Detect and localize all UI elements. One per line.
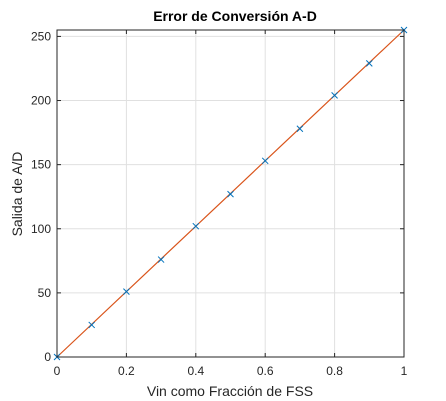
data-point-marker [192, 222, 200, 230]
data-point-marker [88, 321, 96, 329]
y-tick-label: 150 [31, 158, 51, 172]
y-tick-label: 100 [31, 222, 51, 236]
x-tick-label: 0.6 [257, 364, 274, 378]
data-point-marker [123, 288, 130, 295]
y-tick-label: 250 [31, 29, 51, 43]
x-tick-label: 0 [54, 364, 61, 378]
y-tick-label: 0 [44, 350, 51, 364]
x-tick-label: 0.4 [187, 364, 204, 378]
data-point-marker [261, 157, 269, 165]
x-tick-label: 0.2 [118, 364, 135, 378]
ticks: 0 0.2 0.4 0.6 0.8 1 0 50 100 150 200 250 [31, 29, 408, 378]
axes-box [56, 29, 405, 358]
x-tick-label: 0.8 [326, 364, 343, 378]
data-point-marker [296, 125, 304, 133]
data-point-marker [365, 59, 373, 67]
data-point-marker [331, 92, 338, 99]
x-axis-label: Vin como Fracción de FSS [147, 383, 313, 399]
y-axis-label: Salida de A/D [9, 152, 25, 237]
data-point-marker [157, 256, 165, 263]
chart-title: Error de Conversión A-D [153, 8, 317, 24]
x-tick-label: 1 [401, 364, 408, 378]
y-tick-label: 200 [31, 94, 51, 108]
data-point-marker [227, 190, 234, 198]
y-tick-label: 50 [38, 286, 52, 300]
plot-area [53, 26, 408, 361]
